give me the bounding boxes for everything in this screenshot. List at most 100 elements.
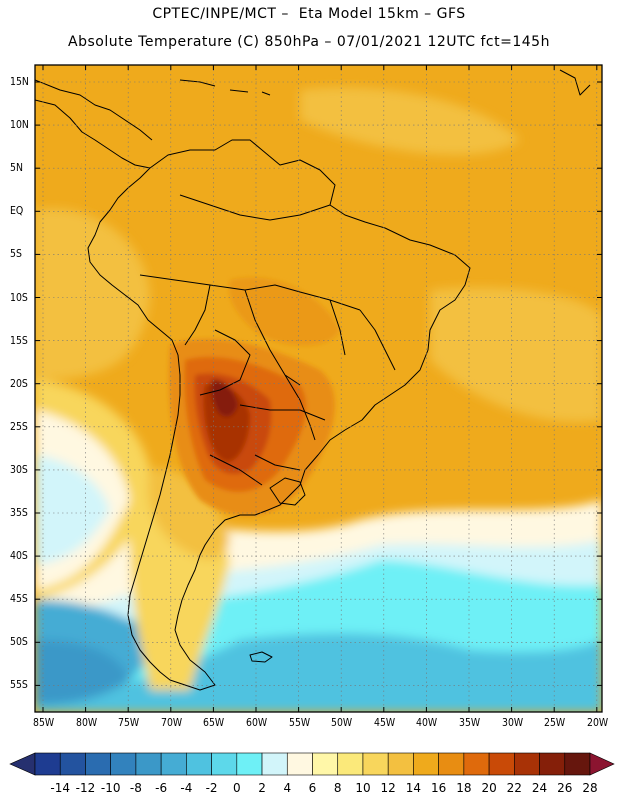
colorbar-swatch [539, 752, 566, 776]
colorbar-tick-label: 14 [405, 781, 422, 795]
colorbar-swatch [413, 752, 439, 776]
lat-label: 55S [10, 678, 28, 692]
lat-label: 40S [10, 549, 28, 563]
lat-label: 50S [10, 635, 28, 649]
colorbar-tick-label: 18 [456, 781, 472, 795]
coastlines [35, 69, 591, 691]
lat-label: 10S [10, 290, 28, 304]
colorbar-swatch [85, 752, 111, 776]
lon-label: 60W [246, 716, 268, 729]
colorbar-tick-label: 20 [481, 781, 497, 795]
colorbar-tick-label: 2 [258, 781, 266, 795]
falklands [249, 651, 273, 663]
colorbar-swatch [387, 752, 414, 776]
colorbar-swatch [110, 752, 137, 776]
field-heat-north-tongue [229, 277, 340, 346]
field-band-atlantic-lighter [430, 287, 602, 422]
temperature-field [35, 65, 602, 712]
field-band-pale-blue-west [35, 455, 110, 565]
colorbar-swatch [160, 752, 187, 776]
map-frame [34, 64, 603, 713]
colorbar [9, 752, 615, 776]
lat-label: 25S [10, 419, 28, 433]
colorbar-swatch [362, 752, 389, 776]
colorbar-tick-label: 6 [308, 781, 317, 795]
field-patagonia-orange [148, 468, 230, 559]
colorbar-swatch [261, 752, 288, 776]
field-band-west-lighter [35, 208, 150, 380]
chart-title-line-1: CPTEC/INPE/MCT – Eta Model 15km – GFS [152, 6, 466, 22]
field-band-caribbean-lighter [300, 87, 520, 155]
axis-ticks [35, 65, 602, 712]
uruguay-border [269, 477, 306, 506]
colorbar-tick-label: 10 [355, 781, 371, 795]
lon-label: 25W [544, 716, 566, 729]
colorbar-tick-label: -10 [100, 781, 121, 795]
field-heat-peak [211, 379, 238, 417]
colorbar-tick-label: -2 [205, 781, 218, 795]
colorbar-swatch [514, 752, 540, 776]
colorbar-tick-label: 16 [430, 781, 447, 795]
lat-label: 10N [10, 118, 29, 132]
central-america-coastline [35, 99, 151, 169]
chart-title-line-2: Absolute Temperature (C) 850hPa – 07/01/… [68, 34, 550, 50]
colorbar-tick-label: 0 [232, 781, 241, 795]
lon-label: 40W [416, 716, 438, 729]
lat-label: 5S [10, 247, 22, 261]
colorbar-swatch [236, 752, 263, 776]
colorbar-tick-label: -8 [129, 781, 142, 795]
country-borders [139, 194, 396, 486]
lon-label: 80W [75, 716, 97, 729]
lat-label: EQ [10, 204, 24, 218]
colorbar-swatch [286, 752, 313, 776]
lat-label: 45S [10, 592, 28, 606]
colorbar-tick-label: 28 [582, 781, 598, 795]
lat-label: 15N [10, 75, 29, 88]
colorbar-swatch [135, 752, 162, 776]
field-band-blue-south [35, 633, 602, 712]
colorbar-under-arrow [9, 752, 36, 776]
colorbar-swatch [564, 752, 591, 776]
lat-label: 35S [10, 506, 28, 519]
colorbar-tick-label: -6 [155, 781, 168, 795]
lon-label: 65W [203, 716, 225, 729]
lon-label: 30W [501, 716, 523, 729]
lon-label: 50W [331, 716, 353, 729]
lon-label: 85W [33, 716, 55, 729]
colorbar-tick-label: -12 [75, 781, 96, 795]
colorbar-tick-label: 8 [333, 781, 342, 795]
south-america-coastline [87, 139, 471, 691]
colorbar-swatch [211, 752, 238, 776]
colorbar-tick-label: 4 [283, 781, 292, 795]
lon-label: 55W [288, 716, 310, 729]
colorbar-tick-label: 12 [380, 781, 396, 795]
colorbar-tick-label: 24 [531, 781, 548, 795]
central-america-north-coast [35, 79, 153, 141]
lat-label: 5N [10, 161, 23, 175]
lon-label: 75W [118, 716, 140, 729]
lon-label: 70W [160, 716, 182, 729]
colorbar-swatch [438, 752, 465, 776]
colorbar-tick-label: 22 [506, 781, 522, 795]
lon-label: 45W [373, 716, 395, 729]
lon-label: 35W [459, 716, 481, 729]
lat-label: 15S [10, 333, 28, 347]
colorbar-swatch [59, 752, 86, 776]
colorbar-swatch [312, 752, 339, 776]
graticule [35, 65, 602, 712]
colorbar-swatch [337, 752, 364, 776]
colorbar-swatch [463, 752, 490, 776]
lon-label: 20W [586, 716, 608, 729]
colorbar-tick-label: -4 [180, 781, 193, 795]
colorbar-swatch [34, 752, 61, 776]
lat-label: 20S [10, 376, 28, 390]
caribbean-islands [179, 69, 591, 96]
colorbar-swatch [186, 752, 212, 776]
field-band-darker-blue-southwest [35, 640, 130, 705]
lat-label: 30S [10, 462, 28, 476]
colorbar-swatch [488, 752, 515, 776]
colorbar-tick-label: 26 [557, 781, 573, 795]
colorbar-tick-label: -14 [50, 781, 71, 795]
colorbar-over-arrow [589, 752, 615, 776]
